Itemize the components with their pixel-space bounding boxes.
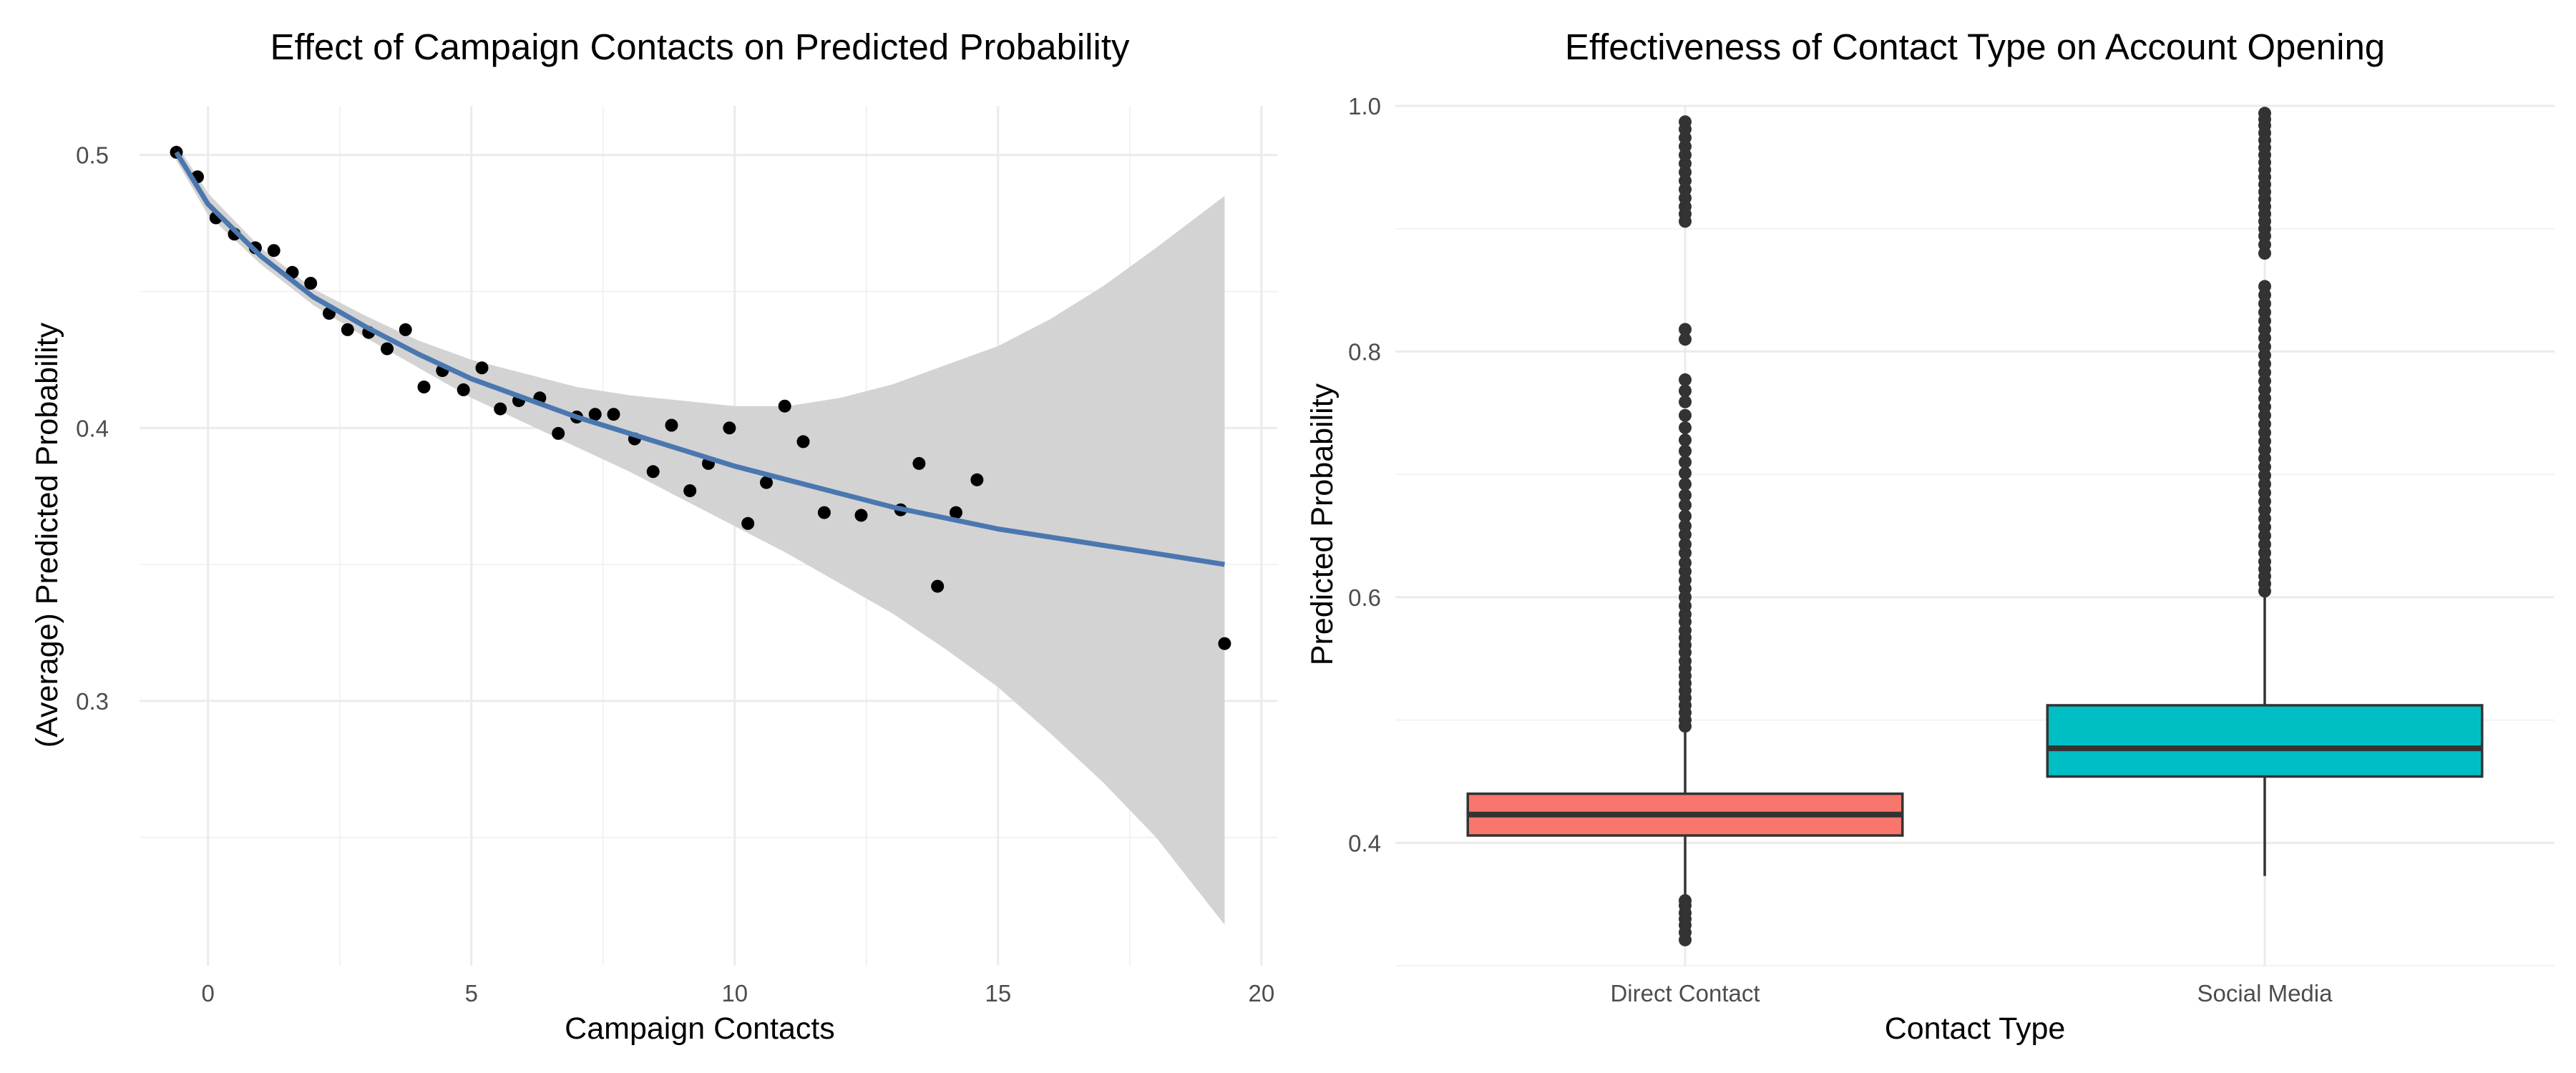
scatter-point: [267, 244, 280, 258]
y-tick-label: 0.4: [76, 415, 109, 441]
outlier-point: [1679, 509, 1692, 523]
boxplot-direct-contact: [1466, 115, 1904, 946]
y-axis-title: (Average) Predicted Probability: [30, 322, 64, 748]
scatter-point: [950, 506, 962, 519]
scatter-panel: 0 5 10 15 20 0.3 0.4 0.5 Effect of Campaign Co…: [30, 26, 1277, 1046]
scatter-point: [1218, 637, 1231, 650]
y-tick-label: 0.3: [76, 688, 109, 715]
outlier-point: [1679, 466, 1692, 480]
y-axis-title: Predicted Probability: [1305, 383, 1340, 665]
scatter-point: [457, 383, 470, 396]
scatter-point: [723, 421, 736, 435]
outlier-point: [1679, 115, 1692, 129]
scatter-point: [912, 456, 926, 470]
outlier-point: [1679, 384, 1692, 398]
y-tick-labels: 0.4 0.6 0.8 1.0: [1348, 93, 1381, 856]
y-tick-labels: 0.3 0.4 0.5: [76, 142, 109, 715]
scatter-point: [494, 402, 507, 416]
outlier-point: [1679, 519, 1692, 533]
scatter-point: [475, 361, 489, 375]
outlier-point: [1679, 894, 1692, 907]
chart-title: Effectiveness of Contact Type on Account…: [1565, 26, 2385, 67]
scatter-point: [665, 418, 678, 432]
category-label: Direct Contact: [1610, 980, 1760, 1006]
scatter-point: [760, 476, 773, 489]
scatter-point: [970, 473, 984, 486]
scatter-point: [646, 465, 660, 479]
outlier-point: [1679, 433, 1692, 447]
outlier-point: [2258, 107, 2271, 120]
scatter-point: [304, 277, 318, 290]
outlier-point: [1679, 556, 1692, 569]
x-tick-label: 10: [721, 980, 748, 1006]
x-axis-title: Contact Type: [1885, 1011, 2066, 1046]
trend-line: [174, 151, 1225, 567]
x-tick-label: 5: [465, 980, 478, 1006]
scatter-point: [931, 579, 945, 593]
x-tick-label: 0: [202, 980, 215, 1006]
chart-title: Effect of Campaign Contacts on Predicted…: [270, 26, 1130, 67]
outlier-point: [1679, 456, 1692, 469]
box: [2046, 704, 2484, 778]
y-tick-label: 0.5: [76, 142, 109, 169]
outlier-point: [1679, 323, 1692, 336]
x-tick-label: 20: [1249, 980, 1275, 1006]
category-labels: Direct Contact Social Media: [1610, 980, 2333, 1006]
scatter-point: [341, 323, 354, 336]
scatter-point: [588, 408, 602, 421]
scatter-point: [399, 323, 412, 336]
outlier-point: [1679, 373, 1692, 386]
outlier-point: [1679, 489, 1692, 502]
y-tick-label: 1.0: [1348, 93, 1381, 119]
scatter-point: [381, 342, 394, 356]
scatter-point: [683, 484, 697, 497]
outlier-point: [1679, 499, 1692, 512]
y-tick-label: 0.8: [1348, 338, 1381, 365]
outlier-point: [1679, 538, 1692, 551]
boxplots: [1466, 107, 2484, 946]
confidence-band: [176, 144, 1225, 925]
outlier-point: [1679, 477, 1692, 491]
y-tick-label: 0.6: [1348, 584, 1381, 611]
boxplot-panel: Direct Contact Social Media 0.40.60.81.0 …: [1305, 26, 2555, 1046]
x-tick-label: 15: [985, 980, 1012, 1006]
outlier-point: [2258, 280, 2271, 293]
outlier-point: [1679, 421, 1692, 434]
scatter-point: [778, 399, 791, 413]
outlier-point: [1679, 395, 1692, 408]
scatter-point: [552, 426, 565, 440]
y-tick-label: 0.4: [1348, 830, 1381, 856]
scatter-point: [417, 381, 431, 393]
boxplot-social-media: [2046, 107, 2484, 876]
scatter-point: [817, 506, 831, 519]
scatter-point: [854, 509, 868, 522]
outlier-point: [1679, 333, 1692, 346]
category-label: Social Media: [2197, 980, 2333, 1006]
x-tick-labels: 0 5 10 15 20: [202, 980, 1275, 1006]
scatter-point: [741, 516, 755, 530]
x-axis-title: Campaign Contacts: [565, 1011, 835, 1046]
scatter-point: [607, 408, 620, 421]
scatter-point: [796, 435, 810, 449]
outlier-point: [1679, 408, 1692, 422]
outlier-point: [1679, 444, 1692, 458]
